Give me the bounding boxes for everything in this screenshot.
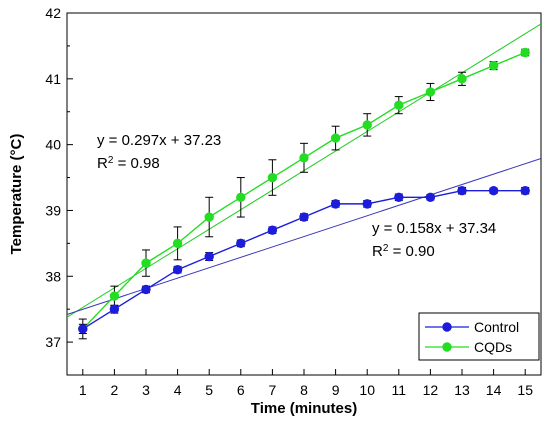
data-point-control — [362, 199, 372, 209]
data-point-cqds — [330, 133, 341, 143]
data-point-control — [204, 251, 214, 262]
data-point-control — [520, 186, 530, 196]
data-point-cqds — [204, 212, 214, 222]
data-point-control — [394, 192, 404, 202]
x-tick-label: 12 — [423, 382, 439, 398]
data-point-control — [299, 212, 309, 222]
x-tick-label: 4 — [174, 382, 182, 398]
data-point-control — [172, 264, 183, 275]
y-tick-label: 38 — [45, 268, 61, 284]
data-point-control — [330, 199, 341, 209]
y-axis-title: Temperature (°C) — [8, 134, 25, 255]
legend-box — [418, 312, 540, 361]
x-tick-label: 8 — [300, 382, 308, 398]
y-tick-label: 37 — [45, 334, 61, 350]
x-axis-title: Time (minutes) — [251, 400, 357, 417]
legend-label-control: Control — [474, 319, 519, 335]
data-point-control — [425, 192, 436, 202]
data-point-cqds — [425, 87, 436, 97]
data-point-cqds — [457, 74, 467, 84]
fit-equation-control: y = 0.158x + 37.34 — [372, 220, 496, 237]
data-point-control — [267, 225, 278, 235]
data-point-control — [236, 238, 246, 249]
fit-r2-cqds: R2 = 0.98 — [97, 155, 160, 173]
data-point-cqds — [299, 153, 309, 163]
legend: Control CQDs — [418, 312, 540, 361]
data-point-control — [78, 324, 88, 334]
data-point-cqds — [394, 100, 404, 110]
data-series — [78, 47, 530, 340]
x-tick-label: 5 — [205, 382, 213, 398]
fit-equation-cqds: y = 0.297x + 37.23 — [97, 132, 221, 149]
x-tick-label: 11 — [392, 382, 407, 398]
y-tick-label: 41 — [45, 71, 61, 87]
x-tick-label: 10 — [359, 382, 375, 398]
fit-r2-control: R2 = 0.90 — [372, 243, 435, 261]
x-tick-label: 6 — [237, 382, 245, 398]
data-point-cqds — [236, 192, 246, 202]
x-tick-label: 3 — [142, 382, 150, 398]
series-control — [78, 186, 530, 335]
data-point-cqds — [109, 291, 120, 301]
data-point-cqds — [488, 60, 499, 71]
y-tick-label: 42 — [45, 5, 61, 21]
y-tick-label: 40 — [45, 137, 61, 153]
data-point-control — [457, 186, 467, 196]
data-point-control — [141, 284, 151, 295]
data-point-control — [109, 304, 120, 314]
data-point-cqds — [267, 172, 278, 183]
x-tick-label: 9 — [332, 382, 340, 398]
data-point-cqds — [141, 258, 151, 268]
data-point-cqds — [520, 47, 530, 58]
data-point-control — [488, 186, 499, 196]
x-tick-label: 1 — [79, 382, 87, 398]
x-tick-label: 7 — [269, 382, 277, 398]
x-tick-label: 15 — [517, 382, 533, 398]
legend-marker-control — [442, 322, 452, 332]
series-cqds — [78, 47, 530, 340]
y-tick-label: 39 — [45, 202, 61, 218]
data-point-cqds — [362, 120, 372, 130]
x-tick-label: 13 — [454, 382, 470, 398]
x-tick-label: 14 — [486, 382, 502, 398]
x-tick-label: 2 — [111, 382, 119, 398]
legend-label-cqds: CQDs — [474, 339, 512, 355]
legend-marker-cqds — [442, 342, 452, 352]
data-point-cqds — [172, 238, 183, 249]
